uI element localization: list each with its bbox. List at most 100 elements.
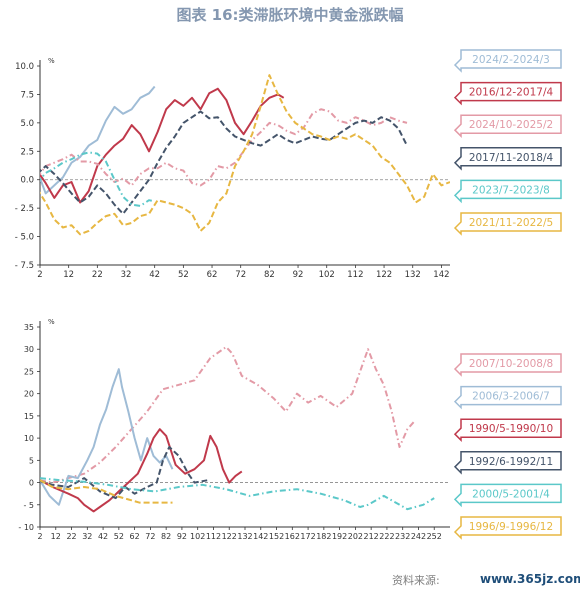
y-tick-label: 5 <box>29 456 34 465</box>
y-unit-label: % <box>48 57 55 65</box>
x-tick-label: 132 <box>405 270 421 280</box>
x-tick-label: 62 <box>130 532 140 541</box>
x-tick-label: 42 <box>98 532 108 541</box>
legend-item-1: 2024/2-2024/3 <box>453 49 562 73</box>
x-tick-label: 112 <box>206 532 221 541</box>
x-tick-label: 142 <box>433 270 449 280</box>
legend-label: 1990/5-1990/10 <box>469 423 553 435</box>
x-tick-label: 52 <box>178 270 189 280</box>
legend-callout <box>453 385 562 410</box>
y-tick-label: 25 <box>24 367 34 376</box>
legend-callout <box>453 179 562 204</box>
x-tick-label: 142 <box>253 532 268 541</box>
series-line-3 <box>40 428 243 513</box>
x-tick-label: 92 <box>293 270 304 280</box>
x-tick-label: 122 <box>376 270 392 280</box>
x-tick-label: 72 <box>235 270 246 280</box>
legend-item-2: 2016/12-2017/4 <box>453 81 562 106</box>
legend-callout <box>453 483 562 508</box>
y-tick-label: 10 <box>24 434 34 443</box>
x-tick-label: 2 <box>37 532 42 541</box>
y-tick-label: 20 <box>24 390 34 399</box>
legend-item-5: 2023/7-2023/8 <box>453 179 562 204</box>
y-tick-label: 5.0 <box>20 119 34 129</box>
x-tick-label: 102 <box>319 270 335 280</box>
x-tick-label: 52 <box>114 532 124 541</box>
watermark: www.365jz.com <box>480 572 580 586</box>
series-line-4 <box>40 446 208 500</box>
legend-item-6: 1996/9-1996/12 <box>453 516 562 540</box>
x-tick-label: 192 <box>332 532 347 541</box>
y-tick-label: 0.0 <box>20 176 34 186</box>
x-tick-label: 112 <box>347 270 363 280</box>
series-line-5 <box>40 151 155 207</box>
legend-label: 1996/9-1996/12 <box>469 521 553 533</box>
series-line-1 <box>40 346 417 484</box>
x-tick-label: 202 <box>348 532 363 541</box>
x-tick-label: 62 <box>207 270 218 280</box>
legend-callout <box>453 81 562 106</box>
y-tick-label: 10.0 <box>15 62 34 72</box>
legend-label: 2007/10-2008/8 <box>469 358 553 370</box>
legend-callout <box>453 418 562 443</box>
y-tick-label: 15 <box>24 412 34 421</box>
x-tick-label: 32 <box>121 270 132 280</box>
y-tick-label: 7.5 <box>20 90 34 100</box>
legend-callout <box>453 451 562 475</box>
legend-label: 2023/7-2023/8 <box>472 184 550 196</box>
y-tick-label: 30 <box>24 345 34 354</box>
x-tick-label: 82 <box>161 532 171 541</box>
legend-item-4: 1992/6-1992/11 <box>453 451 562 475</box>
y-tick-label: - 5.0 <box>15 233 34 243</box>
y-unit-label: % <box>48 318 55 326</box>
legend-callout <box>453 114 562 139</box>
x-tick-label: 232 <box>395 532 410 541</box>
chart-1: % - 7.5 - 5.0 - 2.5 0.0 2.5 5.0 7.5 10.0 2 12 22 32 4… <box>15 49 562 280</box>
x-tick-label: 32 <box>82 532 92 541</box>
legend-item-1: 2007/10-2008/8 <box>453 353 562 377</box>
legend-callout <box>453 147 562 171</box>
series-line-4 <box>40 110 408 215</box>
x-tick-label: 22 <box>92 270 103 280</box>
source-note: 资料来源: <box>392 574 440 587</box>
series-line-2 <box>40 87 285 204</box>
legend-label: 2016/12-2017/4 <box>469 87 554 99</box>
x-tick-label: 242 <box>411 532 426 541</box>
x-tick-label: 72 <box>145 532 155 541</box>
x-tick-label: 152 <box>269 532 284 541</box>
y-tick-label: 2.5 <box>20 147 34 157</box>
legend-item-3: 2024/10-2025/2 <box>453 114 562 139</box>
legend-callout <box>453 353 562 377</box>
legend-label: 2021/11-2022/5 <box>469 217 553 229</box>
x-tick-label: 162 <box>285 532 300 541</box>
x-tick-label: 82 <box>264 270 275 280</box>
x-tick-label: 182 <box>316 532 331 541</box>
chart-title: 图表 16:类滞胀环境中黄金涨跌幅 <box>176 6 404 24</box>
legend-item-2: 2006/3-2006/7 <box>453 385 562 410</box>
x-tick-label: 102 <box>190 532 205 541</box>
legend-label: 2024/2-2024/3 <box>472 54 550 66</box>
x-tick-label: 252 <box>427 532 442 541</box>
x-tick-label: 222 <box>379 532 394 541</box>
x-tick-label: 12 <box>63 270 74 280</box>
series-line-2 <box>40 368 174 506</box>
legend-callout <box>453 49 562 73</box>
legend-item-6: 2021/11-2022/5 <box>453 212 562 236</box>
legend-label: 2000/5-2001/4 <box>472 488 550 500</box>
y-tick-label: 35 <box>24 323 34 332</box>
x-tick-label: 122 <box>222 532 237 541</box>
x-tick-label: 212 <box>364 532 379 541</box>
legend-callout <box>453 516 562 540</box>
y-tick-label: - 2.5 <box>15 204 34 214</box>
series-line-1 <box>40 85 156 195</box>
series-line-5 <box>40 477 435 511</box>
series-line-3 <box>40 108 408 187</box>
y-tick-label: 0 <box>29 479 34 488</box>
y-tick-label: - 10 <box>18 523 34 532</box>
legend-label: 2017/11-2018/4 <box>469 152 554 164</box>
legend-label: 2024/10-2025/2 <box>469 119 553 131</box>
legend-label: 1992/6-1992/11 <box>469 456 553 468</box>
x-tick-label: 22 <box>66 532 76 541</box>
